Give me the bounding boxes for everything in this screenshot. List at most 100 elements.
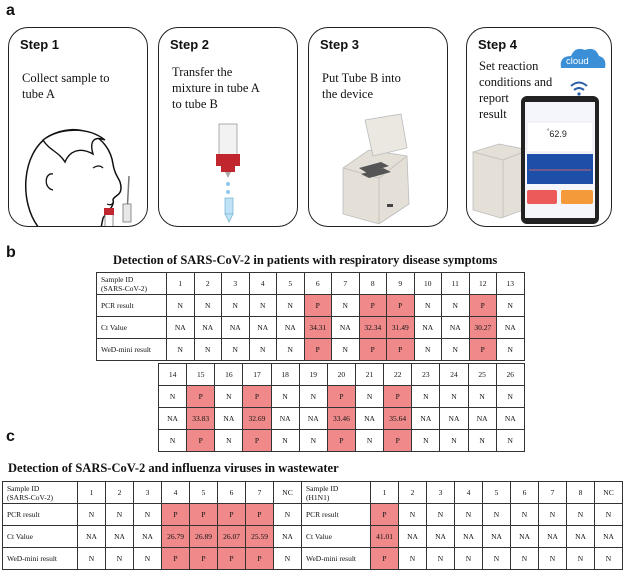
table-row: PCR result N N N N N P N P P N N P N (96, 294, 525, 317)
row-header-label: Sample ID (SARS-CoV-2) (96, 272, 167, 295)
wed-cell: N (482, 547, 511, 570)
wed-cell: N (411, 429, 441, 452)
ct-cell: NA (105, 525, 134, 548)
pcr-cell: P (468, 294, 497, 317)
wed-cell: P (468, 338, 497, 361)
table-row: WeD-mini result P N N N N N N N N (301, 547, 623, 570)
sample-id-cell: 18 (270, 363, 300, 386)
wed-cell: N (221, 338, 250, 361)
ct-cell: NA (594, 525, 623, 548)
pcr-cell: P (326, 385, 356, 408)
row-label: PCR result (301, 503, 371, 526)
row-label: WeD-mini result (96, 338, 167, 361)
pcr-cell: N (538, 503, 567, 526)
step-3-title: Step 3 (320, 37, 360, 52)
ct-cell: 31.49 (386, 316, 415, 339)
sample-id-cell: 4 (454, 481, 483, 504)
ct-cell: NA (566, 525, 595, 548)
tube-transfer-illustration (216, 123, 240, 223)
sample-id-cell: NC (273, 481, 302, 504)
pcr-cell: N (426, 503, 455, 526)
sample-id-cell: 1 (166, 272, 195, 295)
table-row: Ct Value NA NA NA NA NA 34.31 NA 32.34 31.49 NA NA 3… (96, 316, 525, 339)
pcr-cell: N (214, 385, 244, 408)
pcr-cell: P (189, 503, 218, 526)
patients-table-part1-body: Sample ID (SARS-CoV-2) 1 2 3 4 5 6 7 8 9 10 11 12 13 … (96, 272, 525, 361)
wed-cell: N (193, 338, 222, 361)
pcr-cell: P (161, 503, 190, 526)
table-row: Ct Value 41.01 NA NA NA NA NA NA NA NA (301, 525, 623, 548)
table-row: WeD-mini result N N N N N P N P P N N P N (96, 338, 525, 361)
ct-cell: 33.46 (326, 407, 356, 430)
pcr-cell: P (242, 385, 272, 408)
ct-cell: 25.59 (245, 525, 274, 548)
wed-cell: P (326, 429, 356, 452)
ct-cell: 26.07 (217, 525, 246, 548)
sample-id-cell: 11 (441, 272, 470, 295)
step-4-text: Set reaction conditions and report result (479, 59, 553, 121)
pcr-cell: N (298, 385, 328, 408)
pcr-cell: N (77, 503, 106, 526)
row-label: Ct Value (96, 316, 167, 339)
ct-cell: NA (413, 316, 442, 339)
wed-cell: P (386, 338, 415, 361)
pcr-cell: N (193, 294, 222, 317)
pcr-cell: P (383, 385, 413, 408)
ct-cell: NA (454, 525, 483, 548)
pcr-cell: P (386, 294, 415, 317)
pcr-cell: N (221, 294, 250, 317)
cloud-label: cloud (566, 56, 589, 67)
wed-cell: N (298, 429, 328, 452)
ct-cell: NA (467, 407, 497, 430)
sample-id-cell: 7 (245, 481, 274, 504)
pcr-cell: N (270, 385, 300, 408)
panel-label-c: c (6, 428, 15, 445)
wed-cell: P (217, 547, 246, 570)
sample-id-cell: 2 (193, 272, 222, 295)
wed-cell: N (413, 338, 442, 361)
panel-label-b: b (6, 244, 16, 261)
step-1-card: Step 1 Collect sample to tube A (8, 27, 148, 227)
wed-cell: N (454, 547, 483, 570)
sample-id-cell: 5 (276, 272, 305, 295)
wed-cell: N (510, 547, 539, 570)
ct-cell: 32.34 (358, 316, 387, 339)
pcr-cell: N (354, 385, 385, 408)
sample-id-cell: 14 (157, 363, 188, 386)
wed-cell: N (538, 547, 567, 570)
sample-id-cell: 1 (370, 481, 399, 504)
table-row: Sample ID (H1N1) 1 2 3 4 5 6 7 8 NC (301, 481, 623, 504)
sample-id-cell: 10 (413, 272, 442, 295)
sample-id-cell: 15 (186, 363, 216, 386)
wed-cell: P (186, 429, 216, 452)
sample-id-cell: 26 (495, 363, 525, 386)
ct-cell: NA (248, 316, 277, 339)
step-1-text: Collect sample to tube A (22, 71, 110, 101)
ct-cell: 35.64 (383, 407, 413, 430)
pcr-cell: N (248, 294, 277, 317)
row-label: PCR result (96, 294, 167, 317)
sample-id-cell: NC (594, 481, 623, 504)
ct-cell: 41.01 (370, 525, 399, 548)
ct-cell: NA (270, 407, 300, 430)
pcr-cell: N (495, 385, 525, 408)
ct-cell: NA (354, 407, 385, 430)
wed-cell: N (426, 547, 455, 570)
ct-cell: NA (426, 525, 455, 548)
wed-cell: P (161, 547, 190, 570)
step-2-title: Step 2 (170, 37, 210, 52)
sample-id-cell: 19 (298, 363, 328, 386)
step-3-card: Step 3 Put Tube B into the device (308, 27, 448, 227)
wed-cell: P (383, 429, 413, 452)
sample-id-cell: 3 (221, 272, 250, 295)
ct-cell: NA (439, 407, 469, 430)
pcr-cell: N (413, 294, 442, 317)
ct-cell: NA (411, 407, 441, 430)
ct-cell: NA (331, 316, 360, 339)
sample-id-cell: 3 (133, 481, 162, 504)
ct-cell: 26.89 (189, 525, 218, 548)
pcr-cell: N (496, 294, 525, 317)
ct-cell: NA (398, 525, 427, 548)
